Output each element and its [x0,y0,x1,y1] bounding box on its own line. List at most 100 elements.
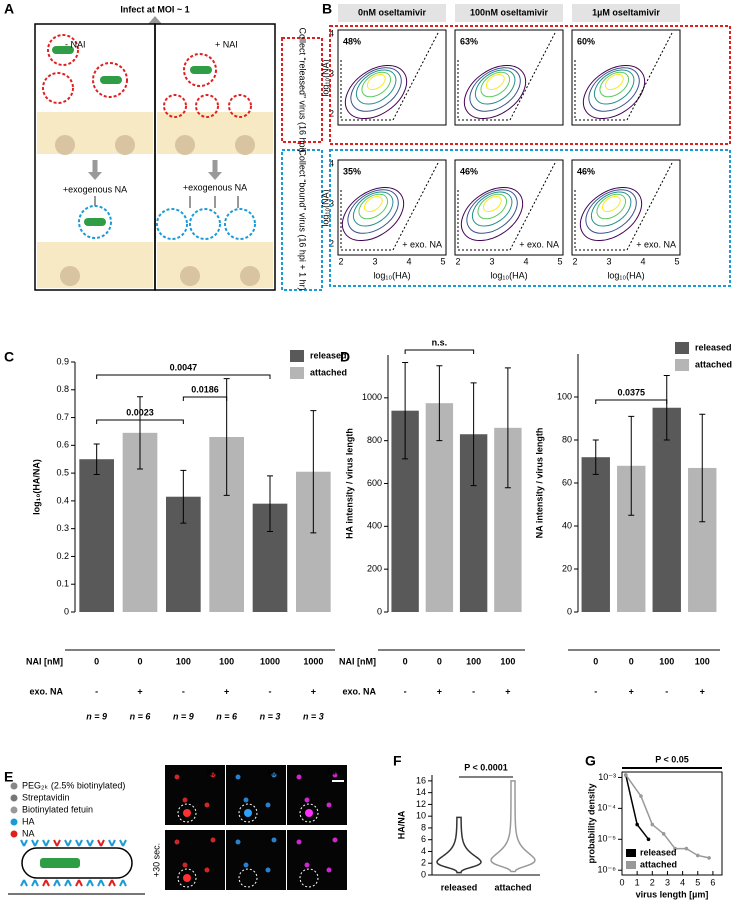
panel-letter: G [585,753,596,769]
y-tick-label: 2 [329,108,334,118]
error-bar [436,365,443,442]
row-value: 100 [500,656,515,666]
spot [296,774,302,780]
column-header [572,4,680,22]
time-label: +30 sec. [151,843,161,877]
y-tick-label: 0.7 [56,412,69,422]
contour [579,186,643,242]
bar [652,407,681,612]
x-tick-label: 3 [665,877,670,887]
y-tick-label: 400 [367,521,382,531]
y-tick-label: 0.6 [56,440,69,450]
spot [305,809,313,817]
y-tick-label: 3 [329,198,334,208]
point [623,773,628,777]
spike [86,839,94,847]
row-value: 0 [137,656,142,666]
contour [596,193,627,220]
spike [75,879,83,887]
y-tick-label: 2 [421,858,426,868]
legend-text: Biotinylated fetuin [22,804,93,814]
x-tick-label: attached [494,882,531,892]
error-bar [592,439,599,475]
row-value: 0 [437,656,442,666]
row-value: + [137,686,142,696]
y-tick-label: 0 [421,869,426,879]
y-tick-label: 0 [64,606,69,616]
legend-text: Streptavidin [22,792,70,802]
contour [355,69,397,105]
bracket [595,399,668,404]
violin [490,780,536,873]
row-label: exo. NA [342,686,376,696]
spike [97,839,105,847]
bracket [96,419,184,424]
spot [304,797,310,803]
row-value: - [182,686,185,696]
point [646,837,651,842]
spot [204,867,210,873]
error-bar [699,413,706,523]
spot [332,772,338,778]
spot [182,797,188,803]
highlight [177,803,197,823]
y-axis-label: log₁₀(NA) [320,59,330,96]
spike [42,879,50,887]
spike [20,879,28,887]
y-tick-label: 10⁻⁴ [597,803,616,813]
gate [457,162,556,251]
spot [304,862,310,868]
y-tick-label: 12 [416,799,426,809]
channel-label: NA [206,767,219,777]
y-tick-label: 10⁻⁶ [598,865,617,875]
point [673,846,677,851]
x-tick-label: 2 [455,256,460,266]
row-value: 100 [176,656,191,666]
gate-percent: 63% [460,36,478,46]
y-tick-label: 6 [421,834,426,844]
y-tick-label: 10⁻³ [598,772,616,782]
spike [31,879,39,887]
spot [182,862,188,868]
row-label: NAI [nM] [339,656,376,666]
bar [581,457,610,612]
gate-percent: 46% [460,166,478,176]
row-value: 0 [593,656,598,666]
legend-icon [10,782,18,790]
row-value: - [404,686,407,696]
row-value: n = 6 [130,711,152,721]
x-axis-label: virus length [µm] [636,889,709,899]
gate [457,32,556,121]
y-tick-label: 0.1 [56,579,69,589]
violin [436,816,482,874]
x-tick-label: 2 [338,256,343,266]
highlight [177,868,197,888]
spike [42,839,50,847]
legend-icon [10,818,18,826]
exo-label: + exo. NA [519,239,559,249]
contour [352,191,394,227]
spot [265,867,271,873]
y-tick-label: 40 [562,520,572,530]
spike [86,879,94,887]
infect-title: Infect at MOI ~ 1 [120,4,189,14]
point [695,853,700,858]
spot [326,802,332,808]
y-tick-label: 0.8 [56,384,69,394]
y-tick-label: 10⁻⁵ [598,834,617,844]
y-tick-label: 0.4 [56,495,69,505]
panel-b: 0nM oseltamivir 48% 4 3 2 log₁₀(NA) 35% + exo. … [320,4,731,287]
contour [582,64,646,120]
error-bar [180,469,187,524]
row-value: n = 3 [260,711,281,721]
spike [53,879,61,887]
panel-e: PEG₂ₖ (2.5% biotinylated) Streptavidin Bio… [8,765,347,895]
spot [296,839,302,845]
row-value: 0 [629,656,634,666]
gate-percent: 48% [343,36,361,46]
released-frame [329,25,731,145]
y-tick-label: 10 [416,811,426,821]
x-tick-label: released [441,882,478,892]
minus-nai-label: - NAI [65,39,86,49]
